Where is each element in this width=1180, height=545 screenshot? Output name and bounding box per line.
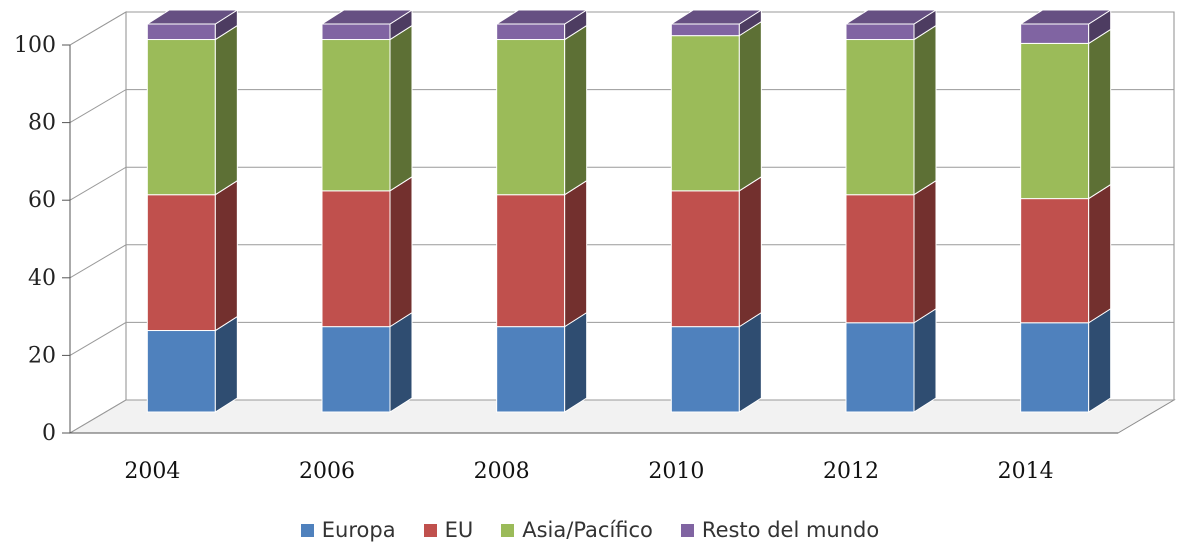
x-tick-label-2006: 2006 bbox=[299, 459, 355, 484]
bar-2004-eu-side bbox=[214, 179, 238, 332]
bar-2006-resto-del-mundo-top bbox=[320, 9, 414, 25]
bar-2004-asia-pac-fico bbox=[146, 39, 216, 196]
y-tick-label-20: 20 bbox=[28, 343, 56, 368]
bar-2006-resto-del-mundo bbox=[321, 23, 391, 41]
bar-2012-asia-pac-fico-side bbox=[913, 24, 937, 196]
bar-2014-asia-pac-fico-side bbox=[1088, 28, 1112, 200]
bar-2008-asia-pac-fico-side bbox=[564, 24, 588, 196]
gridline-80 bbox=[69, 89, 1174, 124]
bar-2012-europa-side bbox=[913, 307, 937, 413]
bar-2012-europa bbox=[845, 322, 915, 413]
legend: Europa EU Asia/Pacífico Resto del mundo bbox=[0, 515, 1180, 545]
bar-2008-eu bbox=[496, 194, 566, 328]
floor bbox=[68, 399, 1176, 434]
bar-2004-eu bbox=[146, 194, 216, 332]
bar-2004-europa-side bbox=[214, 315, 238, 413]
legend-item-resto-del-mundo: Resto del mundo bbox=[680, 518, 880, 542]
bar-2010-asia-pac-fico bbox=[670, 35, 740, 192]
bar-2012-eu-side bbox=[913, 179, 937, 324]
x-tick-label-2012: 2012 bbox=[823, 459, 879, 484]
bar-2010-resto-del-mundo-top bbox=[669, 9, 764, 25]
y-tick-label-40: 40 bbox=[28, 266, 56, 291]
legend-item-europa: Europa bbox=[300, 518, 396, 542]
bar-2004-resto-del-mundo bbox=[146, 23, 216, 41]
bar-2008-resto-del-mundo bbox=[496, 23, 566, 41]
bar-2010-europa bbox=[670, 326, 740, 413]
bar-2006-eu-side bbox=[389, 175, 413, 328]
bar-2010-resto-del-mundo bbox=[670, 23, 740, 37]
y-tick-label-0: 0 bbox=[42, 421, 56, 446]
bar-2008-europa bbox=[496, 326, 566, 413]
legend-label-asia-pacifico: Asia/Pacífico bbox=[522, 518, 653, 542]
bar-2014-europa bbox=[1020, 322, 1090, 413]
bar-2010-eu bbox=[670, 190, 740, 328]
back-wall bbox=[125, 11, 1175, 401]
bar-2004-resto-del-mundo-top bbox=[145, 9, 240, 25]
bar-2014-eu bbox=[1020, 198, 1090, 324]
bar-2012-eu bbox=[845, 194, 915, 324]
bar-2012-asia-pac-fico bbox=[845, 39, 915, 196]
bar-2012-resto-del-mundo-top bbox=[844, 9, 938, 25]
x-tick-label-2010: 2010 bbox=[648, 459, 704, 484]
bar-2006-asia-pac-fico-side bbox=[389, 24, 413, 192]
bar-2014-europa-side bbox=[1088, 307, 1112, 413]
side-wall bbox=[69, 11, 127, 434]
legend-swatch-asia-pacifico bbox=[501, 523, 515, 537]
x-tick-label-2004: 2004 bbox=[124, 459, 180, 484]
bar-2006-europa-side bbox=[389, 311, 413, 413]
bar-2006-asia-pac-fico bbox=[321, 39, 391, 192]
x-tick-label-2014: 2014 bbox=[998, 459, 1054, 484]
bar-2014-resto-del-mundo-top bbox=[1018, 9, 1113, 25]
y-tick-label-60: 60 bbox=[28, 188, 56, 213]
legend-swatch-resto-del-mundo bbox=[680, 523, 694, 537]
bar-2010-eu-side bbox=[738, 175, 762, 328]
legend-label-resto-del-mundo: Resto del mundo bbox=[701, 518, 880, 542]
bar-2014-asia-pac-fico bbox=[1020, 42, 1090, 200]
legend-swatch-europa bbox=[300, 523, 314, 537]
bar-2006-europa bbox=[321, 326, 391, 413]
bar-2014-resto-del-mundo bbox=[1020, 23, 1090, 44]
y-tick-label-80: 80 bbox=[28, 111, 56, 136]
bar-2012-resto-del-mundo bbox=[845, 23, 915, 41]
bar-2006-eu bbox=[321, 190, 391, 328]
bar-2008-asia-pac-fico bbox=[496, 39, 566, 196]
bar-2010-europa-side bbox=[738, 311, 762, 413]
legend-item-asia-pacifico: Asia/Pacífico bbox=[501, 518, 653, 542]
bar-2004-asia-pac-fico-side bbox=[214, 24, 238, 196]
legend-swatch-eu bbox=[423, 523, 437, 537]
x-tick-label-2008: 2008 bbox=[474, 459, 530, 484]
bar-2010-asia-pac-fico-side bbox=[738, 20, 762, 192]
bar-2008-eu-side bbox=[564, 179, 588, 328]
y-tick-label-100: 100 bbox=[14, 33, 56, 58]
bar-2004-europa bbox=[146, 330, 216, 413]
gridline-60 bbox=[69, 166, 1174, 201]
bar-2008-europa-side bbox=[564, 311, 588, 413]
bar-2014-eu-side bbox=[1088, 183, 1112, 324]
stacked-3d-bar-chart: 0 20 40 60 80 100 2004 2006 2008 2010 2012 2014 bbox=[14, 9, 1176, 484]
legend-label-eu: EU bbox=[444, 518, 474, 542]
gridline-100 bbox=[69, 11, 1174, 46]
gridline-40 bbox=[69, 244, 1174, 279]
gridline-0 bbox=[69, 399, 1174, 434]
gridline-20 bbox=[69, 321, 1174, 356]
legend-label-europa: Europa bbox=[321, 518, 396, 542]
bar-2008-resto-del-mundo-top bbox=[494, 9, 589, 25]
legend-item-eu: EU bbox=[423, 518, 474, 542]
